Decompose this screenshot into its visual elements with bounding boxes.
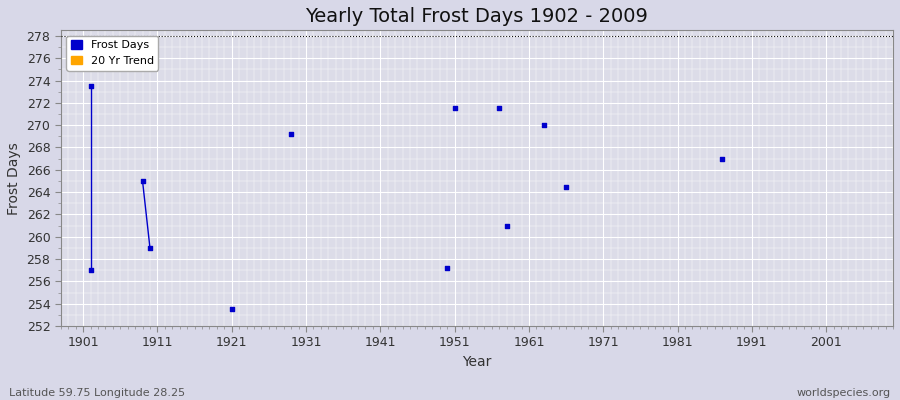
Point bbox=[224, 306, 238, 312]
X-axis label: Year: Year bbox=[463, 355, 491, 369]
Text: worldspecies.org: worldspecies.org bbox=[796, 388, 891, 398]
Point bbox=[500, 222, 514, 229]
Text: Latitude 59.75 Longitude 28.25: Latitude 59.75 Longitude 28.25 bbox=[9, 388, 185, 398]
Legend: Frost Days, 20 Yr Trend: Frost Days, 20 Yr Trend bbox=[67, 36, 158, 70]
Point bbox=[715, 156, 729, 162]
Point bbox=[143, 245, 157, 251]
Point bbox=[559, 183, 573, 190]
Point bbox=[440, 265, 454, 271]
Point bbox=[84, 83, 98, 89]
Point bbox=[447, 105, 462, 112]
Point bbox=[536, 122, 551, 128]
Point bbox=[492, 105, 507, 112]
Point bbox=[84, 267, 98, 274]
Y-axis label: Frost Days: Frost Days bbox=[7, 142, 21, 214]
Title: Yearly Total Frost Days 1902 - 2009: Yearly Total Frost Days 1902 - 2009 bbox=[305, 7, 648, 26]
Point bbox=[284, 131, 299, 137]
Point bbox=[135, 178, 149, 184]
